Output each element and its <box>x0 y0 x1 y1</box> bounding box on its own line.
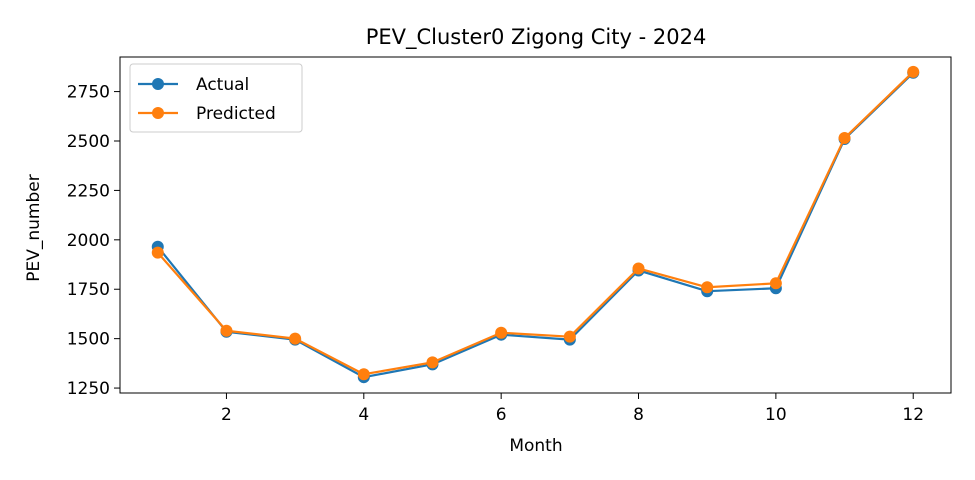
predicted-point <box>632 262 645 275</box>
plot-frame <box>119 56 952 394</box>
legend-predicted-label: Predicted <box>196 104 276 124</box>
plot-area <box>151 65 920 384</box>
legend-actual-marker <box>152 78 164 90</box>
y-tick-label: 2000 <box>67 231 110 251</box>
x-axis-label: Month <box>509 436 562 456</box>
predicted-line <box>156 71 914 376</box>
y-axis: 1250 1500 1750 2000 2250 2500 2750 <box>67 83 120 399</box>
predicted-point <box>151 246 164 259</box>
x-tick-label: 12 <box>902 405 924 425</box>
predicted-point <box>426 356 439 369</box>
y-tick-label: 1500 <box>67 330 110 350</box>
x-tick-label: 4 <box>358 405 369 425</box>
predicted-point <box>495 326 508 339</box>
predicted-point <box>769 277 782 290</box>
predicted-point <box>563 330 576 343</box>
x-tick-label: 8 <box>633 405 644 425</box>
legend-box <box>129 63 303 133</box>
legend-actual-label: Actual <box>196 75 249 95</box>
y-tick-label: 2750 <box>67 83 110 103</box>
y-axis-label: PEV_number <box>24 174 44 281</box>
y-tick-label: 1250 <box>67 379 110 399</box>
predicted-point <box>289 332 302 345</box>
predicted-point <box>907 65 920 78</box>
predicted-point <box>838 132 851 145</box>
y-tick-label: 2250 <box>67 181 110 201</box>
predicted-point <box>357 368 370 381</box>
predicted-point <box>701 281 714 294</box>
x-tick-label: 10 <box>765 405 787 425</box>
y-tick-label: 1750 <box>67 280 110 300</box>
x-axis: 2 4 6 8 10 12 <box>221 393 924 425</box>
y-tick-label: 2500 <box>67 132 110 152</box>
legend-predicted-marker <box>152 107 164 119</box>
chart-title: PEV_Cluster0 Zigong City - 2024 <box>366 25 707 50</box>
x-tick-label: 6 <box>496 405 507 425</box>
legend: Actual Predicted <box>129 63 303 133</box>
predicted-point <box>220 324 233 337</box>
series-predicted <box>151 65 920 381</box>
x-tick-label: 2 <box>221 405 232 425</box>
